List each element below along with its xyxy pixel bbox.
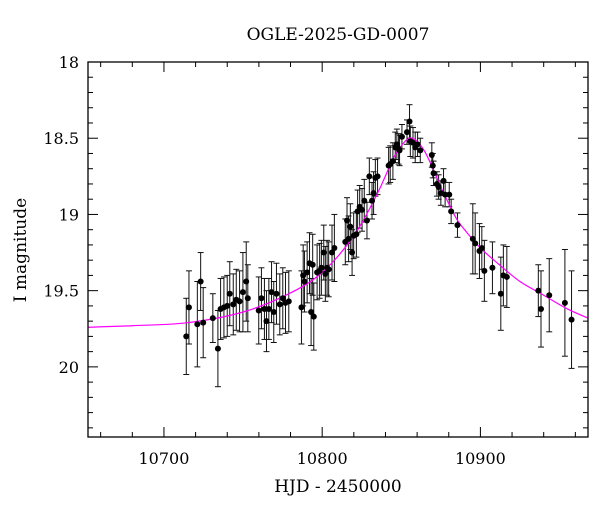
data-point	[403, 129, 410, 136]
data-point	[268, 289, 275, 296]
data-point	[258, 295, 265, 302]
data-point	[194, 321, 201, 328]
data-point	[435, 184, 442, 190]
data-point	[440, 177, 447, 184]
data-point	[325, 266, 332, 273]
data-point	[538, 305, 545, 312]
y-tick-label: 18	[59, 53, 79, 72]
data-point	[276, 301, 283, 308]
data-point	[448, 208, 455, 215]
data-point	[239, 289, 246, 296]
data-point	[497, 290, 504, 297]
data-point	[568, 316, 575, 323]
data-point	[347, 223, 354, 230]
y-tick-label: 19.5	[43, 282, 79, 301]
data-point	[410, 139, 416, 146]
data-point	[318, 264, 325, 271]
data-point	[261, 305, 268, 312]
x-tick-label: 10900	[455, 449, 506, 468]
data-point	[414, 141, 421, 148]
y-tick-label: 19	[59, 205, 79, 224]
data-point	[310, 313, 317, 320]
data-point	[265, 305, 272, 312]
model-curve	[87, 137, 589, 328]
error-bars	[183, 104, 575, 388]
data-point	[285, 298, 292, 305]
x-axis-label: HJD - 2450000	[274, 477, 402, 497]
data-point	[546, 292, 553, 299]
data-point	[535, 287, 542, 294]
data-point	[398, 133, 405, 140]
data-point	[481, 267, 488, 274]
data-point	[478, 244, 485, 251]
data-point	[446, 191, 453, 198]
data-point	[406, 118, 413, 125]
data-point	[197, 278, 204, 285]
data-point	[298, 304, 305, 311]
data-point	[417, 147, 424, 154]
axis-ticks	[88, 61, 588, 437]
data-point	[224, 302, 231, 309]
data-point	[561, 299, 568, 306]
data-point	[345, 235, 352, 242]
data-point	[344, 217, 351, 224]
data-points	[183, 118, 575, 352]
data-point	[359, 206, 366, 213]
chart-title: OGLE-2025-GD-0007	[247, 25, 430, 45]
data-point	[369, 197, 376, 204]
data-point	[472, 240, 479, 247]
data-point	[183, 333, 190, 340]
data-point	[442, 191, 449, 198]
data-point	[328, 249, 335, 256]
data-point	[320, 249, 327, 256]
data-point	[308, 309, 315, 315]
y-tick-label: 18.5	[43, 129, 79, 148]
data-point	[363, 217, 370, 224]
plot-frame	[87, 61, 589, 438]
data-point	[236, 298, 243, 305]
data-point	[430, 170, 437, 177]
data-point	[366, 173, 373, 180]
data-point	[226, 290, 233, 297]
data-point	[209, 315, 216, 322]
data-point	[244, 295, 251, 302]
x-tick-label: 10800	[297, 449, 348, 468]
y-tick-label: 20	[59, 358, 79, 377]
data-point	[428, 151, 435, 158]
data-point	[263, 318, 270, 325]
data-point	[370, 190, 377, 197]
y-axis-label: I magnitude	[11, 198, 31, 302]
data-point	[396, 147, 403, 154]
data-point	[243, 278, 250, 285]
data-point	[429, 162, 436, 169]
data-point	[301, 278, 308, 285]
data-point	[361, 197, 368, 204]
data-point	[230, 301, 237, 308]
tick-labels: 10700 10800 10900 18 18.5 19 19.5 20	[43, 53, 505, 468]
x-tick-label: 10700	[138, 449, 189, 468]
data-point	[279, 295, 286, 302]
data-point	[353, 231, 360, 238]
data-point	[331, 244, 338, 251]
data-point	[270, 309, 277, 315]
data-point	[255, 307, 262, 314]
data-point	[374, 173, 381, 180]
data-point	[309, 261, 316, 268]
data-point	[489, 264, 496, 271]
data-point	[185, 304, 192, 311]
data-point	[389, 158, 396, 165]
data-point	[503, 273, 510, 280]
data-point	[393, 141, 400, 148]
data-point	[322, 270, 329, 277]
data-point	[454, 222, 461, 229]
data-point	[214, 345, 221, 352]
data-point	[200, 319, 207, 326]
data-point	[304, 269, 311, 276]
data-point	[469, 235, 476, 242]
data-point	[349, 249, 356, 256]
data-point	[273, 290, 280, 297]
